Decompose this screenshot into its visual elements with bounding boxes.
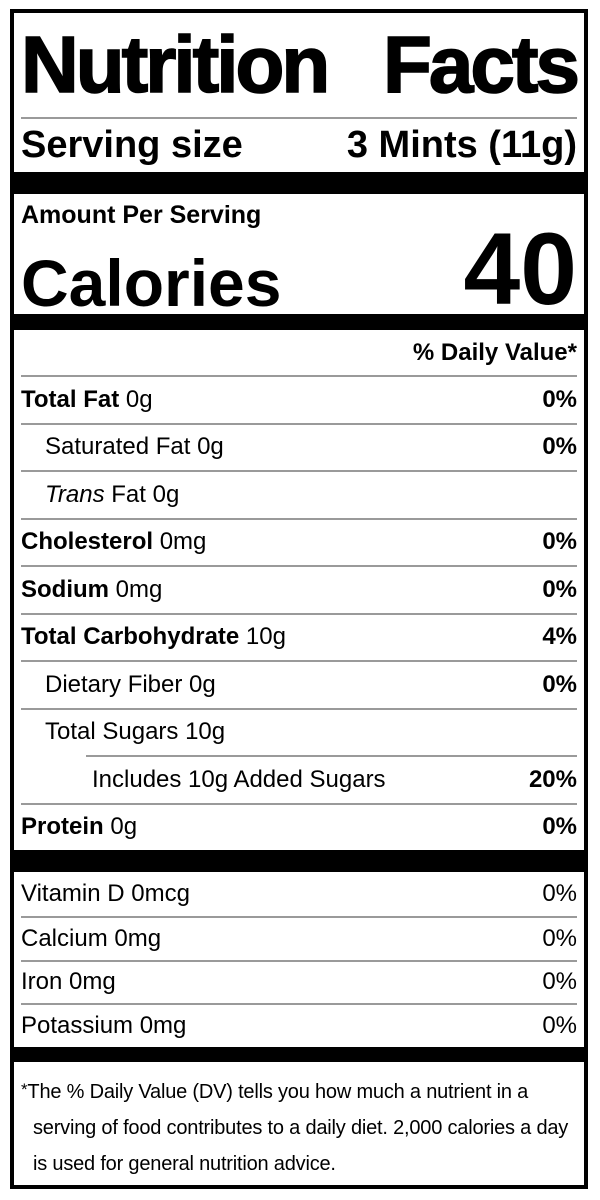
nutrient-row: Dietary Fiber 0g 0% xyxy=(21,660,577,708)
label-title: Nutrition Facts xyxy=(20,13,581,117)
nutrient-row: Protein 0g 0% xyxy=(21,802,577,851)
daily-value: 0% xyxy=(542,433,577,461)
title-word-nutrition: Nutrition xyxy=(20,19,331,110)
vitamin-name: Potassium 0mg xyxy=(21,1012,187,1040)
vitamin-row: Vitamin D 0mcg 0% xyxy=(21,872,577,916)
separator-bar-thick xyxy=(14,850,584,872)
nutrient-name: Saturated Fat 0g xyxy=(45,433,224,461)
vitamin-rows: Vitamin D 0mcg 0% Calcium 0mg 0% Iron 0mg 0% P… xyxy=(21,872,577,1047)
daily-value: 0% xyxy=(542,670,577,698)
vitamin-row: Calcium 0mg 0% xyxy=(21,915,577,960)
vitamin-name: Iron 0mg xyxy=(21,968,116,996)
daily-value: 0% xyxy=(542,1012,577,1040)
vitamin-row: Potassium 0mg 0% xyxy=(21,1003,577,1047)
amount-per-serving-heading: Amount Per Serving xyxy=(21,201,262,229)
nutrient-name: Total Sugars 10g xyxy=(45,718,226,746)
nutrient-name: Total Carbohydrate 10g xyxy=(21,623,286,651)
title-word-facts: Facts xyxy=(382,19,581,110)
separator-bar-medium xyxy=(14,314,584,330)
calories-label: Calories xyxy=(21,245,282,320)
separator-bar-thick xyxy=(14,172,584,194)
calories-row: Calories 40 xyxy=(21,212,577,327)
daily-value: 0% xyxy=(542,575,577,603)
vitamin-name: Calcium 0mg xyxy=(21,924,162,952)
daily-value-header: % Daily Value* xyxy=(412,339,577,366)
daily-value: 0% xyxy=(542,968,577,996)
nutrient-row: Includes 10g Added Sugars 20% xyxy=(86,755,577,803)
daily-value: 0% xyxy=(542,813,577,841)
vitamin-name: Vitamin D 0mcg xyxy=(21,879,190,907)
footnote-text: The % Daily Value (DV) tells you how muc… xyxy=(27,1081,569,1176)
vitamin-row: Iron 0mg 0% xyxy=(21,959,577,1004)
daily-value: 0% xyxy=(542,924,577,952)
nutrient-name: Protein 0g xyxy=(21,813,138,841)
nutrient-row: Total Fat 0g 0% xyxy=(21,375,577,423)
nutrient-rows: Total Fat 0g 0% Saturated Fat 0g 0% Trans Fa… xyxy=(21,375,577,850)
footnote-asterisk: * xyxy=(21,1080,28,1100)
nutrient-name: Total Fat 0g xyxy=(21,385,153,413)
nutrient-name: Includes 10g Added Sugars xyxy=(92,765,386,793)
serving-size-value: 3 Mints (11g) xyxy=(346,124,577,166)
daily-value: 0% xyxy=(542,385,577,413)
nutrient-row: Trans Fat 0g xyxy=(21,470,577,518)
calories-value: 40 xyxy=(463,212,577,327)
title-divider xyxy=(21,117,577,119)
separator-bar-thin xyxy=(14,1047,584,1063)
nutrient-row: Cholesterol 0mg 0% xyxy=(21,517,577,566)
nutrient-row: Sodium 0mg 0% xyxy=(21,565,577,613)
nutrition-facts-label: Nutrition Facts Serving size 3 Mints (11… xyxy=(10,9,588,1189)
daily-value: 4% xyxy=(542,623,577,651)
serving-size-label: Serving size xyxy=(21,124,243,166)
nutrient-name: Dietary Fiber 0g xyxy=(45,670,216,698)
daily-value: 0% xyxy=(542,528,577,556)
nutrient-row: Saturated Fat 0g 0% xyxy=(21,422,577,471)
nutrient-row: Total Sugars 10g xyxy=(21,707,577,756)
serving-size-row: Serving size 3 Mints (11g) xyxy=(21,119,577,172)
footnote: *The % Daily Value (DV) tells you how mu… xyxy=(21,1072,577,1182)
nutrient-name: Sodium 0mg xyxy=(21,575,163,603)
daily-value: 0% xyxy=(542,879,577,907)
nutrient-name: Cholesterol 0mg xyxy=(21,528,207,556)
daily-value: 20% xyxy=(528,765,577,793)
nutrient-row: Total Carbohydrate 10g 4% xyxy=(21,612,577,661)
nutrient-name: Trans Fat 0g xyxy=(45,480,180,508)
